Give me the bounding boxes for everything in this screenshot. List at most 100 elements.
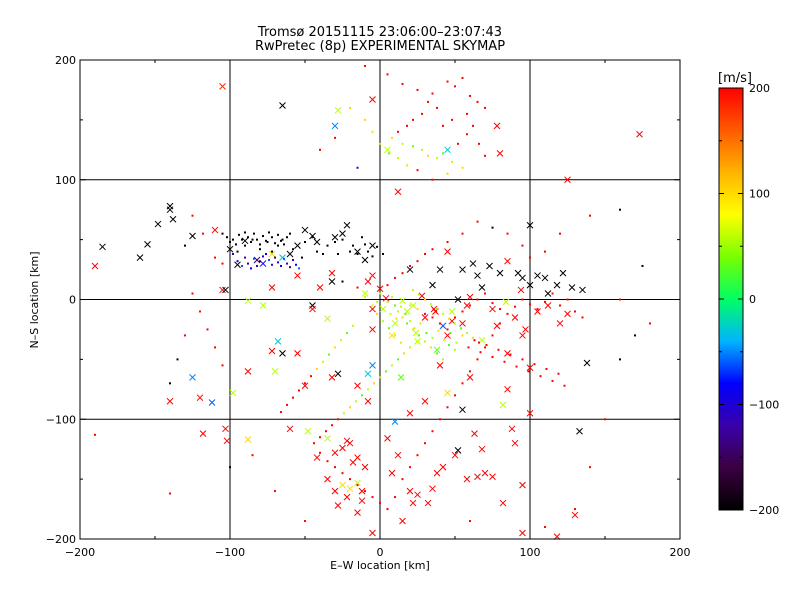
data-point-cross (489, 305, 496, 313)
data-point-cross (444, 146, 451, 154)
data-point-cross (369, 326, 376, 333)
data-point-cross (331, 449, 339, 457)
data-point-cross (502, 298, 510, 306)
data-point-cross (448, 308, 456, 315)
data-point-cross (334, 106, 342, 114)
data-point-dot (356, 484, 359, 487)
data-point-dot (499, 308, 501, 311)
data-point-dot (436, 157, 438, 160)
data-point-cross (286, 250, 294, 258)
data-point-dot (448, 317, 450, 320)
data-point-dot (424, 252, 426, 255)
data-point-dot (619, 298, 621, 301)
data-point-dot (247, 236, 249, 239)
data-point-cross (229, 389, 237, 397)
data-point-dot (641, 264, 644, 267)
x-tick-label: 200 (670, 546, 691, 559)
data-point-cross (433, 346, 441, 354)
data-point-dot (301, 256, 303, 259)
data-point-cross (301, 226, 309, 234)
data-point-cross (354, 382, 361, 390)
data-point-cross (219, 286, 226, 294)
data-point-dot (563, 384, 566, 387)
data-point-cross (199, 430, 207, 437)
data-point-dot (409, 320, 411, 323)
data-point-dot (199, 310, 201, 313)
data-point-cross (382, 294, 390, 302)
data-point-dot (352, 324, 354, 327)
data-point-dot (386, 300, 389, 303)
data-point-cross (496, 269, 504, 277)
data-point-cross (219, 82, 226, 90)
data-point-dot (400, 341, 402, 344)
data-point-dot (281, 238, 284, 241)
data-point-dot (484, 292, 486, 295)
data-point-dot (461, 334, 464, 337)
data-point-dot (277, 233, 279, 236)
data-point-dot (446, 328, 449, 331)
data-point-dot (310, 375, 312, 378)
data-point-dot (404, 312, 407, 315)
data-point-dot (286, 262, 288, 265)
data-point-cross (636, 130, 643, 138)
data-point-dot (409, 304, 411, 307)
data-point-cross (391, 320, 399, 327)
data-point-cross (526, 281, 534, 289)
data-point-cross (474, 272, 481, 279)
data-point-dot (373, 382, 375, 385)
data-point-dot (286, 236, 288, 239)
data-point-cross (136, 254, 144, 261)
data-point-dot (476, 298, 479, 301)
data-point-cross (451, 451, 459, 459)
data-point-dot (499, 322, 501, 325)
data-point-dot (391, 296, 393, 299)
data-point-dot (503, 360, 506, 363)
data-point-dot (401, 142, 404, 145)
data-point-dot (253, 232, 255, 235)
y-tick-label: 100 (55, 174, 76, 187)
data-point-cross (421, 314, 429, 321)
data-point-dot (271, 236, 273, 239)
data-point-dot (619, 208, 621, 211)
data-point-dot (472, 124, 474, 127)
data-point-cross (324, 315, 331, 323)
data-point-dot (346, 332, 348, 335)
data-point-dot (431, 430, 434, 433)
data-point-dot (268, 231, 270, 234)
data-point-cross (301, 382, 309, 390)
data-point-dot (221, 232, 224, 235)
data-point-cross (517, 286, 525, 294)
data-point-dot (581, 316, 584, 319)
data-point-cross (154, 220, 162, 228)
data-point-dot (436, 106, 438, 109)
data-point-cross (414, 338, 421, 345)
y-tick-label: −200 (46, 533, 76, 546)
data-point-cross (279, 350, 286, 357)
data-point-dot (436, 308, 438, 311)
data-point-dot (379, 502, 381, 505)
data-point-dot (221, 262, 224, 265)
data-point-cross (99, 243, 106, 251)
data-point-dot (289, 266, 291, 269)
data-point-cross (324, 475, 331, 483)
data-point-dot (448, 344, 450, 347)
data-point-dot (394, 496, 396, 499)
data-point-cross (481, 469, 489, 477)
data-point-dot (412, 118, 414, 121)
data-point-cross (339, 444, 346, 452)
data-point-dot (506, 312, 509, 315)
data-point-cross (436, 362, 444, 369)
data-point-dot (229, 466, 231, 469)
data-point-cross (268, 284, 276, 291)
data-point-cross (343, 493, 351, 501)
data-point-dot (430, 346, 432, 349)
data-point-cross (169, 215, 177, 223)
data-point-dot (401, 272, 404, 275)
data-point-dot (476, 358, 479, 361)
data-point-dot (376, 312, 378, 315)
data-point-cross (309, 305, 316, 313)
data-point-cross (358, 487, 366, 495)
data-point-dot (604, 418, 606, 421)
data-point-dot (619, 358, 621, 361)
data-point-dot (454, 85, 456, 88)
